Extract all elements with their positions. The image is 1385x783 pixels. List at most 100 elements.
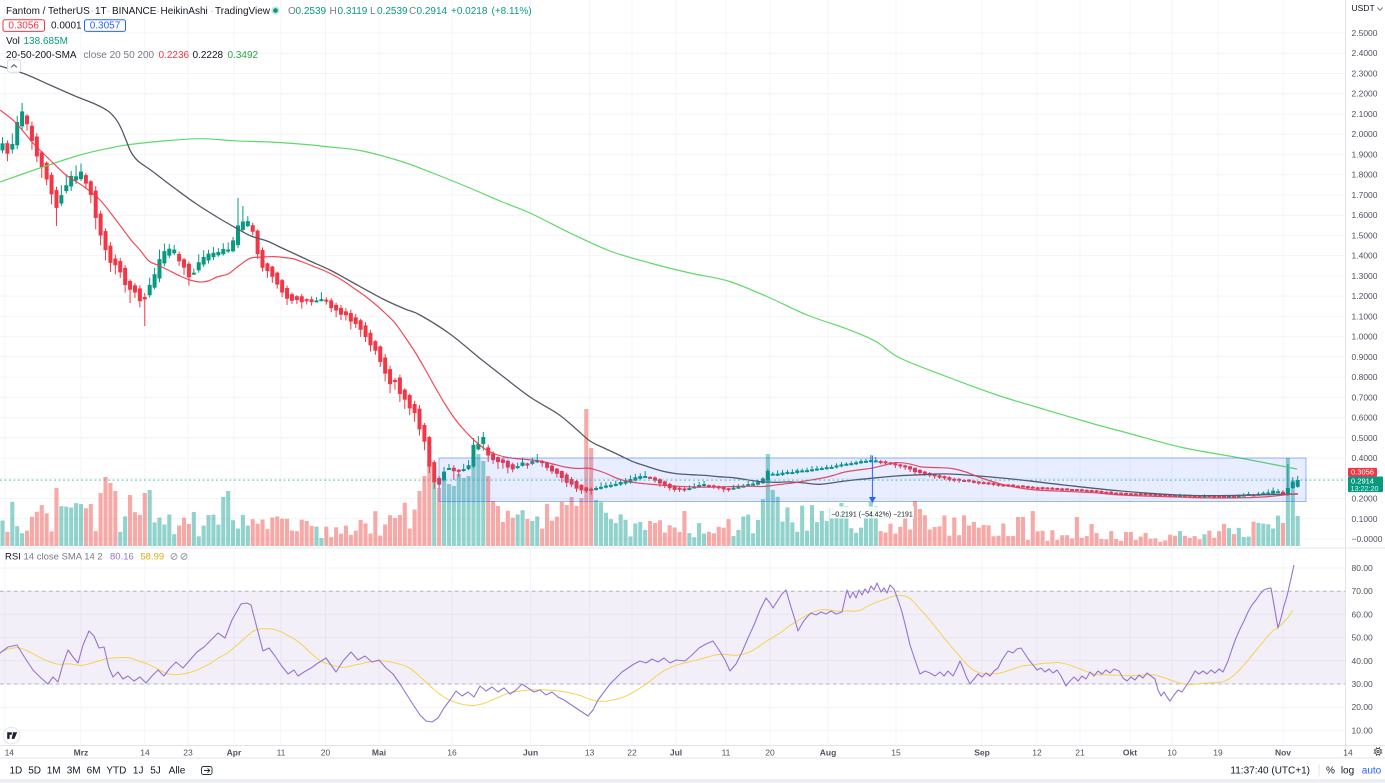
svg-text:BINANCE: BINANCE xyxy=(112,6,157,17)
svg-text:19: 19 xyxy=(1213,748,1223,758)
svg-text:0.4000: 0.4000 xyxy=(1352,453,1378,463)
svg-text:H: H xyxy=(330,6,337,17)
svg-text:1.9000: 1.9000 xyxy=(1352,149,1378,159)
svg-text:1.2000: 1.2000 xyxy=(1352,291,1378,301)
svg-text:3M: 3M xyxy=(67,766,81,777)
svg-text:1.5000: 1.5000 xyxy=(1352,230,1378,240)
svg-text:Okt: Okt xyxy=(1123,748,1137,758)
svg-text:·: · xyxy=(91,6,94,17)
svg-text:22: 22 xyxy=(627,748,637,758)
svg-text:−0.0000: −0.0000 xyxy=(1352,534,1383,544)
svg-text:14 close SMA 14 2: 14 close SMA 14 2 xyxy=(24,552,103,563)
svg-text:1J: 1J xyxy=(133,766,144,777)
svg-text:2.4000: 2.4000 xyxy=(1352,48,1378,58)
svg-text:Jun: Jun xyxy=(523,748,538,758)
svg-text:14: 14 xyxy=(140,748,150,758)
svg-text:80.00: 80.00 xyxy=(1352,563,1374,573)
svg-text:11:37:40 (UTC+1): 11:37:40 (UTC+1) xyxy=(1230,766,1310,777)
svg-text:Sep: Sep xyxy=(974,748,990,758)
svg-text:1.7000: 1.7000 xyxy=(1352,190,1378,200)
svg-text:1.6000: 1.6000 xyxy=(1352,210,1378,220)
svg-text:6M: 6M xyxy=(87,766,101,777)
svg-text:10: 10 xyxy=(1167,748,1177,758)
svg-text:5J: 5J xyxy=(150,766,161,777)
svg-text:20-50-200-SMA: 20-50-200-SMA xyxy=(6,50,77,61)
svg-text:Fantom / TetherUS: Fantom / TetherUS xyxy=(6,6,90,17)
svg-text:0.3057: 0.3057 xyxy=(90,21,121,32)
svg-text:1D: 1D xyxy=(10,766,23,777)
svg-text:1.0000: 1.0000 xyxy=(1352,332,1378,342)
svg-text:15: 15 xyxy=(891,748,901,758)
svg-text:1M: 1M xyxy=(47,766,61,777)
svg-text:Nov: Nov xyxy=(1275,748,1291,758)
svg-text:5D: 5D xyxy=(28,766,41,777)
svg-text:60.00: 60.00 xyxy=(1352,609,1374,619)
svg-text:20: 20 xyxy=(765,748,775,758)
svg-text:30.00: 30.00 xyxy=(1352,679,1374,689)
svg-text:0.3119: 0.3119 xyxy=(338,6,368,17)
svg-text:0.7000: 0.7000 xyxy=(1352,392,1378,402)
svg-text:YTD: YTD xyxy=(106,766,126,777)
svg-text:TradingView: TradingView xyxy=(215,6,271,17)
svg-text:−0.2191 (−54.42%) −2191: −0.2191 (−54.42%) −2191 xyxy=(831,512,913,519)
svg-text:50.00: 50.00 xyxy=(1352,633,1374,643)
svg-text:1T: 1T xyxy=(95,6,107,17)
svg-text:80.16: 80.16 xyxy=(110,552,134,563)
svg-text:USDT: USDT xyxy=(1352,3,1375,13)
svg-text:14: 14 xyxy=(1343,748,1353,758)
svg-text:0.9000: 0.9000 xyxy=(1352,352,1378,362)
svg-text:0.2539: 0.2539 xyxy=(377,6,408,17)
svg-text:20: 20 xyxy=(321,748,331,758)
svg-text:0.3492: 0.3492 xyxy=(228,50,259,61)
svg-text:11: 11 xyxy=(277,748,286,758)
svg-text:1.3000: 1.3000 xyxy=(1352,271,1378,281)
svg-text:0.2914: 0.2914 xyxy=(417,6,448,17)
svg-text:2.5000: 2.5000 xyxy=(1352,28,1378,38)
svg-text:Jul: Jul xyxy=(670,748,682,758)
svg-text:2.3000: 2.3000 xyxy=(1352,69,1378,79)
svg-text:0.5000: 0.5000 xyxy=(1352,433,1378,443)
svg-text:·: · xyxy=(157,6,160,17)
svg-text:2.0000: 2.0000 xyxy=(1352,129,1378,139)
svg-text:16: 16 xyxy=(447,748,457,758)
svg-text:11: 11 xyxy=(722,748,731,758)
svg-text:close 20 50 200: close 20 50 200 xyxy=(84,50,155,61)
svg-text:1.1000: 1.1000 xyxy=(1352,311,1378,321)
svg-text:Mrz: Mrz xyxy=(74,748,89,758)
svg-text:Aug: Aug xyxy=(820,748,837,758)
svg-text:RSI: RSI xyxy=(5,552,21,563)
svg-text:·: · xyxy=(107,6,110,17)
svg-text:1.8000: 1.8000 xyxy=(1352,170,1378,180)
svg-text:40.00: 40.00 xyxy=(1352,656,1374,666)
svg-text:2.2000: 2.2000 xyxy=(1352,89,1378,99)
svg-text:·: · xyxy=(211,6,214,17)
svg-text:Mai: Mai xyxy=(372,748,386,758)
svg-text:log: log xyxy=(1341,766,1354,777)
svg-text:0.2914: 0.2914 xyxy=(1351,476,1374,485)
svg-text:0.8000: 0.8000 xyxy=(1352,372,1378,382)
svg-text:0.2539: 0.2539 xyxy=(296,6,327,17)
svg-text:Apr: Apr xyxy=(227,748,242,758)
svg-text:21: 21 xyxy=(1075,748,1085,758)
svg-text:Vol: Vol xyxy=(6,36,20,47)
svg-text:%: % xyxy=(1326,766,1335,777)
svg-text:23: 23 xyxy=(183,748,193,758)
svg-text:C: C xyxy=(409,6,416,17)
svg-text:2.1000: 2.1000 xyxy=(1352,109,1378,119)
svg-text:O: O xyxy=(288,6,296,17)
svg-text:(+8.11%): (+8.11%) xyxy=(492,6,532,17)
svg-text:70.00: 70.00 xyxy=(1352,586,1374,596)
svg-text:0.2228: 0.2228 xyxy=(193,50,224,61)
svg-text:14: 14 xyxy=(5,748,15,758)
svg-text:13: 13 xyxy=(585,748,595,758)
svg-text:12: 12 xyxy=(1032,748,1042,758)
svg-text:0.2236: 0.2236 xyxy=(159,50,190,61)
svg-text:L: L xyxy=(370,6,376,17)
svg-text:auto: auto xyxy=(1362,766,1382,777)
svg-text:0.1000: 0.1000 xyxy=(1352,514,1378,524)
svg-text:58.99: 58.99 xyxy=(140,552,164,563)
svg-text:1.4000: 1.4000 xyxy=(1352,251,1378,261)
svg-text:Alle: Alle xyxy=(169,766,186,777)
svg-text:20.00: 20.00 xyxy=(1352,702,1374,712)
svg-text:10.00: 10.00 xyxy=(1352,725,1374,735)
